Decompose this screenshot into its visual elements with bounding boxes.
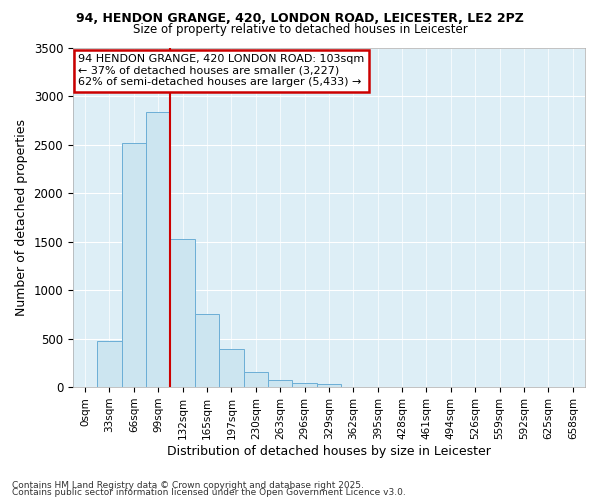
Bar (268, 380, 292, 387)
Y-axis label: Number of detached properties: Number of detached properties (15, 119, 28, 316)
Bar (219, 350, 244, 387)
Bar (97, 340, 122, 387)
Text: Contains public sector information licensed under the Open Government Licence v3: Contains public sector information licen… (12, 488, 406, 497)
Text: Size of property relative to detached houses in Leicester: Size of property relative to detached ho… (133, 22, 467, 36)
Bar (292, 382, 317, 387)
Bar (122, 142, 146, 387)
Bar (317, 384, 341, 387)
Text: 94 HENDON GRANGE, 420 LONDON ROAD: 103sqm
← 37% of detached houses are smaller (: 94 HENDON GRANGE, 420 LONDON ROAD: 103sq… (78, 54, 364, 88)
Bar (195, 314, 219, 387)
X-axis label: Distribution of detached houses by size in Leicester: Distribution of detached houses by size … (167, 444, 491, 458)
Bar (170, 238, 195, 387)
Bar (146, 112, 170, 387)
Bar (244, 372, 268, 387)
Text: Contains HM Land Registry data © Crown copyright and database right 2025.: Contains HM Land Registry data © Crown c… (12, 480, 364, 490)
Text: 94, HENDON GRANGE, 420, LONDON ROAD, LEICESTER, LE2 2PZ: 94, HENDON GRANGE, 420, LONDON ROAD, LEI… (76, 12, 524, 26)
